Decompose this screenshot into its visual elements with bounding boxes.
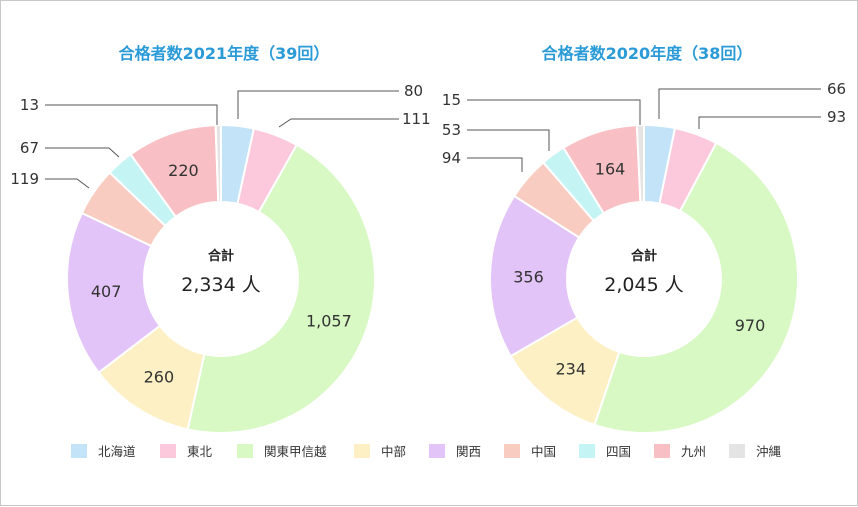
data-label-北海道: 66 [827,80,846,98]
legend-label: 東北 [187,444,213,459]
slice-関西 [66,211,162,374]
legend-item-東北: 東北 [160,444,213,459]
legend-label: 中国 [531,444,556,459]
legend-item-関東甲信越: 関東甲信越 [237,444,327,459]
slice-関東甲信越 [186,143,376,434]
data-label-関西: 407 [91,282,122,301]
data-label-関西: 356 [513,267,544,286]
leader-line [467,129,550,151]
data-label-九州: 164 [595,160,626,179]
legend-item-中国: 中国 [504,444,556,459]
leader-line [658,88,821,119]
legend-label: 九州 [681,444,706,459]
leader-line [45,104,218,125]
legend-item-四国: 四国 [579,444,631,459]
legend-swatch [579,444,595,458]
legend-swatch [429,444,445,458]
slice-沖縄 [635,123,645,204]
legend-item-九州: 九州 [654,444,706,459]
legend-swatch [354,444,370,458]
data-label-沖縄: 15 [442,91,461,109]
legend-label: 中部 [381,444,406,459]
legend-item-北海道: 北海道 [71,444,136,459]
data-label-九州: 220 [168,161,199,180]
leader-line [698,116,821,129]
legend-item-沖縄: 沖縄 [729,444,782,459]
labels-group: 66 93 970 234 356 94 53 164 15 [442,80,846,378]
data-label-四国: 53 [442,121,461,139]
legend-swatch [729,444,745,458]
donut-chart-2020: 合格者数2020年度（38回） 66 93 970 234 356 94 53 164 15 合… [442,44,846,434]
data-label-中国: 119 [10,170,39,188]
leader-line [45,147,120,158]
legend: 北海道 東北 関東甲信越 中部 関西 中国 四国 九州 沖縄 [71,444,782,459]
data-label-北海道: 80 [404,82,423,100]
slice-沖縄 [214,123,222,204]
donut-chart-2021: 合格者数2021年度（39回） 80 111 1,057 260 407 119 67 220… [10,44,431,434]
data-label-沖縄: 13 [20,96,39,114]
legend-swatch [237,444,253,458]
leader-line [467,157,523,172]
slices-group [489,123,799,434]
legend-swatch [504,444,520,458]
legend-swatch [654,444,670,458]
center-label: 合計 [208,248,234,264]
legend-label: 沖縄 [756,444,782,459]
legend-label: 関西 [456,444,481,459]
legend-item-中部: 中部 [354,444,406,459]
leader-line [278,118,399,128]
leader-line [467,99,641,125]
data-label-中部: 260 [144,367,175,386]
data-label-東北: 111 [402,110,431,128]
slice-関東甲信越 [593,141,799,434]
leader-line [237,90,399,119]
data-label-関東甲信越: 970 [735,316,766,335]
data-label-東北: 93 [827,108,846,126]
labels-group: 80 111 1,057 260 407 119 67 220 13 [10,82,430,386]
data-label-四国: 67 [20,139,39,157]
data-label-中国: 94 [442,149,461,167]
leader-line [45,178,90,189]
chart-title: 合格者数2020年度（38回） [542,44,753,63]
legend-label: 北海道 [98,444,136,459]
slice-関西 [489,194,581,358]
center-total: 2,045 人 [604,274,683,296]
data-label-関東甲信越: 1,057 [306,311,352,330]
center-total: 2,334 人 [181,274,260,296]
legend-label: 関東甲信越 [264,444,327,459]
center-label: 合計 [631,248,657,264]
legend-item-関西: 関西 [429,444,481,459]
data-label-中部: 234 [556,359,587,378]
legend-swatch [71,444,87,458]
slices-group [66,123,376,434]
legend-label: 四国 [606,444,631,459]
chart-title: 合格者数2021年度（39回） [119,44,330,63]
legend-swatch [160,444,176,458]
